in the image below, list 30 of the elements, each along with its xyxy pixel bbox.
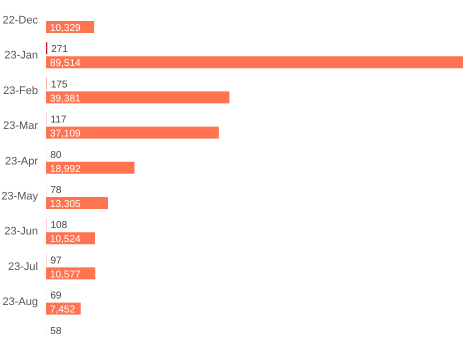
data-label: 89,514	[50, 58, 82, 70]
data-label: 10,577	[50, 269, 82, 280]
y-tick-label: 23-Jun	[4, 226, 38, 238]
data-label: 7,452	[50, 304, 76, 316]
data-label: 117	[50, 114, 67, 126]
y-tick-label: 23-Apr	[4, 155, 38, 168]
data-label: 271	[51, 44, 68, 56]
data-label: 108	[50, 220, 68, 232]
data-label: 69	[50, 290, 62, 302]
data-label: 78	[50, 185, 62, 196]
data-label: 10,329	[50, 23, 82, 34]
y-tick-label: 23-May	[1, 190, 38, 203]
y-tick-label: 23-Jan	[4, 50, 38, 62]
data-label: 13,305	[50, 199, 82, 210]
bar	[46, 126, 219, 139]
data-label: 80	[50, 150, 62, 161]
y-tick-label: 23-Feb	[3, 84, 38, 97]
data-label: 37,109	[50, 128, 82, 140]
data-label: 18,992	[50, 164, 82, 175]
y-tick-label: 23-Aug	[2, 296, 38, 308]
data-label: 39,381	[50, 93, 82, 104]
y-tick-label: 23-Jul	[8, 260, 38, 273]
data-label: 58	[50, 326, 62, 337]
data-label: 97	[50, 255, 62, 266]
bar	[46, 91, 230, 104]
bar	[46, 56, 463, 68]
y-tick-label: 22-Dec	[2, 14, 38, 27]
data-label: 175	[50, 79, 68, 90]
y-tick-label: 23-Mar	[3, 120, 38, 132]
data-label: 10,524	[50, 234, 82, 246]
